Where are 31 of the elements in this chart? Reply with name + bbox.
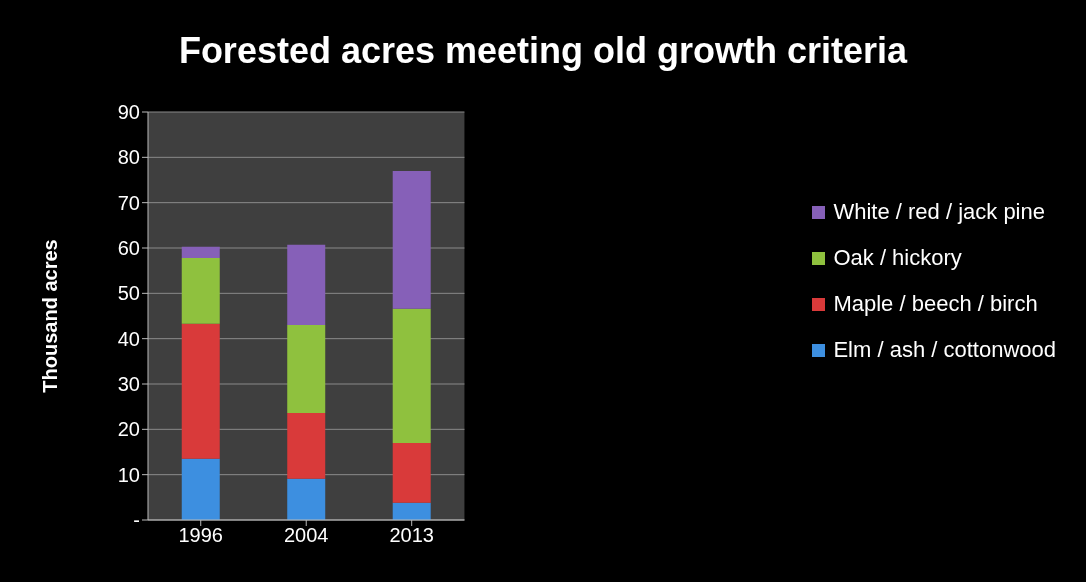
y-tick-label: 30	[117, 373, 140, 396]
legend-label: Elm / ash / cottonwood	[833, 337, 1056, 363]
bar	[287, 325, 326, 414]
x-tick-label: 2013	[389, 524, 434, 547]
bar	[181, 246, 220, 258]
y-axis-title: Thousand acres	[39, 239, 62, 393]
bar	[181, 458, 220, 520]
legend-label: Maple / beech / birch	[833, 291, 1038, 317]
bar	[392, 308, 431, 443]
bar	[392, 170, 431, 309]
x-tick-label: 2004	[283, 524, 329, 547]
y-tick-label: 50	[117, 282, 140, 305]
y-tick-label: 90	[117, 101, 140, 124]
bar	[392, 502, 431, 520]
y-tick-label: 70	[117, 191, 140, 214]
y-tick-label: 10	[117, 463, 140, 486]
x-tick-label: 1996	[178, 524, 223, 547]
bar	[392, 442, 431, 503]
y-tick-label: 80	[117, 146, 140, 169]
y-tick-label: 40	[117, 327, 140, 350]
y-tick-label: -	[133, 509, 140, 532]
bar	[181, 323, 220, 459]
bar	[287, 244, 326, 326]
bar	[287, 478, 326, 520]
legend-label: White / red / jack pine	[833, 199, 1045, 225]
bar	[181, 257, 220, 324]
y-tick-label: 20	[117, 418, 140, 441]
text: Forested acres meeting old growth criteria	[177, 30, 909, 72]
bar	[287, 413, 326, 479]
y-tick-label: 60	[117, 237, 140, 260]
legend-label: Oak / hickory	[833, 245, 962, 271]
